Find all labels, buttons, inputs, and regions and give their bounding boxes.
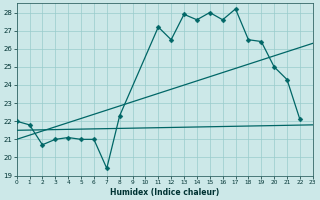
X-axis label: Humidex (Indice chaleur): Humidex (Indice chaleur) xyxy=(110,188,219,197)
